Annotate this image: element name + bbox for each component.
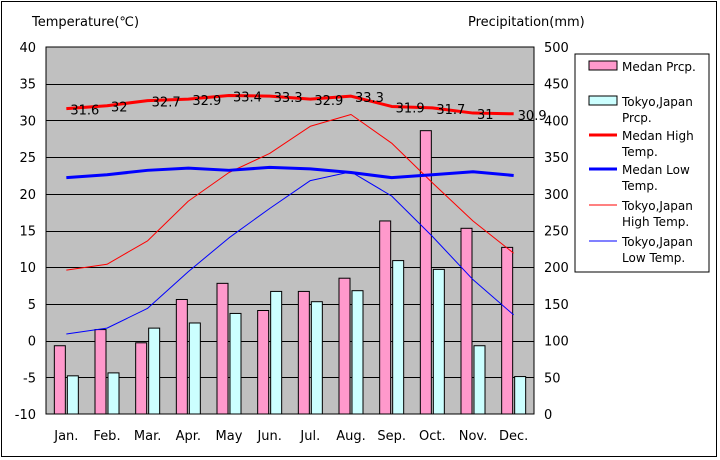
bar <box>432 268 445 415</box>
bar <box>94 329 107 415</box>
y-left-tick-label: 15 <box>19 225 36 240</box>
legend-label: Prcp. <box>622 111 652 125</box>
bar <box>338 277 351 415</box>
y-right-tick-label: 450 <box>544 78 569 93</box>
plot-area <box>45 46 535 415</box>
data-label: 31 <box>477 108 494 123</box>
legend-swatch <box>588 95 618 106</box>
data-label: 31.9 <box>396 101 425 116</box>
bar <box>501 246 514 415</box>
legend-label: Tokyo,Japan <box>621 199 693 213</box>
y-right-axis-title: Precipitation(mm) <box>468 15 585 30</box>
y-right-tick-label: 50 <box>544 371 561 386</box>
bar <box>392 260 405 415</box>
bar <box>175 298 188 415</box>
legend-label: Medan High <box>622 129 694 143</box>
y-right-tick-label: 500 <box>544 41 569 56</box>
y-right-tick-label: 150 <box>544 298 569 313</box>
data-label: 30.9 <box>518 109 547 124</box>
bar <box>148 327 161 415</box>
y-right-tick-label: 350 <box>544 151 569 166</box>
legend-label: Tokyo,Japan <box>621 235 693 249</box>
legend-label: Temp. <box>621 179 658 193</box>
y-right-tick-label: 300 <box>544 188 569 203</box>
y-right-tick-label: 400 <box>544 114 569 129</box>
y-left-tick-label: 40 <box>19 41 36 56</box>
data-label: 33.4 <box>233 90 262 105</box>
bar <box>66 375 79 415</box>
y-left-tick-label: 0 <box>28 335 36 350</box>
bar <box>229 312 242 415</box>
bar <box>310 301 323 415</box>
y-left-axis-title: Temperature(℃) <box>31 15 139 30</box>
legend-label: Tokyo,Japan <box>621 95 693 109</box>
y-left-tick-label: 25 <box>19 151 36 166</box>
legend-swatch <box>588 60 618 71</box>
y-right-tick-label: 200 <box>544 261 569 276</box>
x-tick-label: Jul. <box>299 429 320 444</box>
data-label: 32.7 <box>152 96 181 111</box>
series-line <box>66 171 514 335</box>
data-label: 32.9 <box>314 94 343 109</box>
y-right-tick-label: 250 <box>544 225 569 240</box>
x-tick-label: Jun. <box>256 429 281 444</box>
legend-label: Temp. <box>621 145 658 159</box>
data-label: 31.6 <box>70 104 99 119</box>
bar <box>53 345 66 415</box>
bar <box>107 372 120 415</box>
y-left-tick-label: 35 <box>19 78 36 93</box>
bar <box>351 290 364 415</box>
x-tick-label: Oct. <box>419 429 446 444</box>
y-left-tick-label: 5 <box>28 298 36 313</box>
bar <box>473 345 486 415</box>
bar <box>188 322 201 415</box>
bar <box>257 310 270 415</box>
series-line <box>66 114 514 271</box>
y-left-tick-label: -5 <box>23 371 36 386</box>
x-tick-label: May <box>216 429 243 444</box>
bar <box>379 220 392 415</box>
y-right-tick-label: 0 <box>544 408 552 423</box>
data-label: 32 <box>111 101 128 116</box>
x-tick-label: Mar. <box>134 429 161 444</box>
x-tick-label: Jan. <box>53 429 78 444</box>
series-line <box>66 165 514 180</box>
legend-label: Medan Prcp. <box>622 60 696 74</box>
bar <box>270 290 283 415</box>
legend-label: High Temp. <box>622 215 689 229</box>
data-label: 33.3 <box>274 91 303 106</box>
y-left-tick-label: 20 <box>19 188 36 203</box>
data-label: 33.3 <box>355 91 384 106</box>
x-tick-label: Nov. <box>459 429 488 444</box>
legend-box <box>574 53 710 273</box>
data-label: 31.7 <box>436 103 465 118</box>
data-label: 32.9 <box>192 94 221 109</box>
x-tick-label: Aug. <box>336 429 366 444</box>
y-left-tick-label: -10 <box>15 408 36 423</box>
y-left-tick-label: 10 <box>19 261 36 276</box>
x-tick-label: Sep. <box>377 429 406 444</box>
bar <box>297 290 310 415</box>
series-line <box>66 93 514 116</box>
bar <box>135 342 148 415</box>
bar <box>514 376 527 415</box>
legend-label: Medan Low <box>622 163 690 177</box>
bar <box>460 227 473 415</box>
x-tick-label: Feb. <box>93 429 120 444</box>
bar <box>216 282 229 415</box>
x-tick-label: Apr. <box>176 429 201 444</box>
x-tick-label: Dec. <box>499 429 528 444</box>
y-right-tick-label: 100 <box>544 335 569 350</box>
legend-label: Low Temp. <box>622 251 685 265</box>
y-left-tick-label: 30 <box>19 114 36 129</box>
bar <box>419 130 432 415</box>
